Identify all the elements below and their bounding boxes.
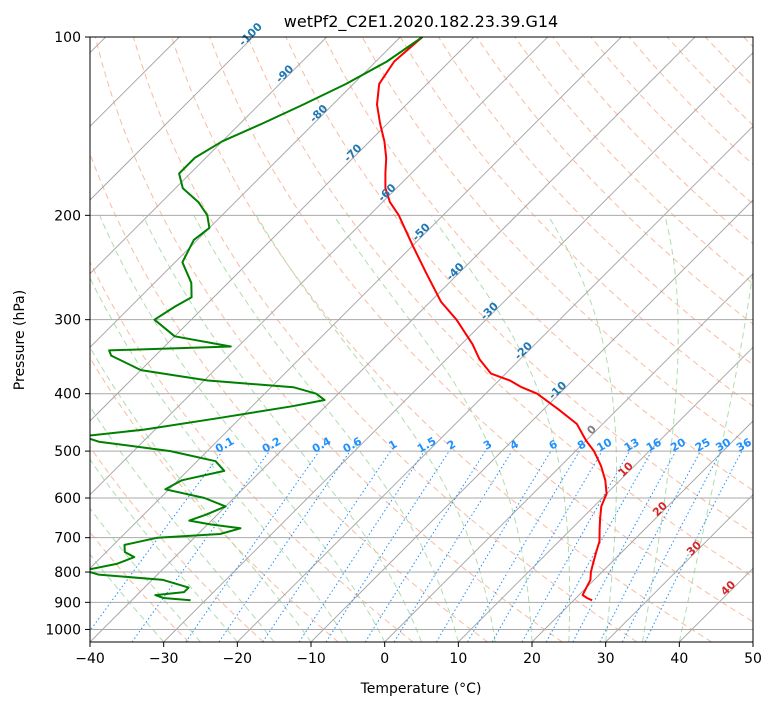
mixing-ratio-line [644,450,743,642]
moist-adiabat [90,405,275,642]
isotherm-line [90,37,254,201]
x-tick-label: −30 [149,651,179,667]
temperature-line [376,37,608,602]
y-axis: 100 200 300 400 500 600 700 800 900 1000 [45,30,90,638]
plot-frame [89,36,754,643]
moist-adiabat [142,215,422,642]
isotherm-line [236,125,753,642]
dry-adiabat [514,37,753,285]
x-tick-label: 20 [523,651,541,667]
y-tick-label: 200 [54,208,81,224]
y-tick-label: 100 [54,30,81,46]
isotherm-line [90,37,401,349]
isotherm-line [605,493,753,642]
isotherm-line [457,346,753,642]
moist-adiabat [547,215,617,642]
mixing-ratio-line [185,450,320,642]
moist-adiabat [642,215,679,642]
x-tick-label: −20 [223,651,253,667]
dry-adiabat [171,37,712,642]
mixing-ratio-line [262,450,392,642]
x-axis: −40 −30 −20 −10 0 10 20 30 40 50 [75,642,762,667]
profile-lines [90,37,608,602]
chart-title: wetPf2_C2E1.2020.182.23.39.G14 [284,12,558,32]
y-tick-label: 1000 [45,622,81,638]
mixing-ratio-line [521,450,630,642]
mixing-ratio-line [90,450,223,632]
dry-adiabat [90,260,414,642]
isotherm-line [90,37,622,570]
dry-adiabat [209,37,753,623]
dry-adiabat [323,37,753,491]
dry-adiabat [476,37,753,325]
moist-adiabat [678,266,753,642]
y-tick-label: 300 [54,313,81,329]
isotherm-line [90,37,328,275]
y-tick-label: 700 [54,531,81,547]
x-tick-label: 40 [670,651,688,667]
isotherm-line [90,37,696,642]
dry-adiabat [132,37,638,642]
y-tick-label: 900 [54,595,81,611]
mixing-ratio-line [218,450,351,642]
moist-adiabat [333,215,533,642]
mixing-ratio-line [131,450,270,642]
moist-adiabat [90,458,238,642]
isotherm-line [752,641,753,642]
moist-adiabat [99,215,386,642]
x-tick-label: 50 [744,651,762,667]
isotherm-line [310,199,753,642]
moist-adiabat [430,215,571,642]
x-tick-label: 10 [449,651,467,667]
isotherm-line [90,37,475,422]
dry-adiabat [285,37,753,535]
isotherm-line [531,420,753,642]
dry-adiabat [247,37,753,578]
x-tick-label: −10 [296,651,326,667]
plot-background [90,37,753,642]
isotherm-line [384,272,753,642]
mixing-ratio-line [298,450,425,642]
moist-adiabat [90,346,312,642]
dry-adiabat [90,446,264,642]
x-tick-label: −40 [75,651,105,667]
x-axis-label: Temperature (°C) [360,681,482,697]
dewpoint-line [90,37,423,602]
background-lines [90,37,753,642]
dry-adiabat [90,356,339,642]
dry-adiabat [94,37,563,642]
x-tick-label: 0 [380,651,389,667]
mixing-ratio-line [572,450,677,642]
mixing-ratio-line [325,450,450,642]
y-tick-label: 800 [54,565,81,581]
y-tick-label: 600 [54,491,81,507]
y-axis-label: Pressure (hPa) [12,290,28,390]
isotherm-line [163,51,753,642]
y-tick-label: 400 [54,387,81,403]
mixing-ratio-line [545,450,653,642]
moist-adiabat [193,215,459,642]
mixing-ratio-line [393,450,513,642]
isotherm-line [90,37,549,496]
y-tick-label: 500 [54,444,81,460]
x-tick-label: 30 [597,651,615,667]
pressure-gridlines [90,37,753,630]
